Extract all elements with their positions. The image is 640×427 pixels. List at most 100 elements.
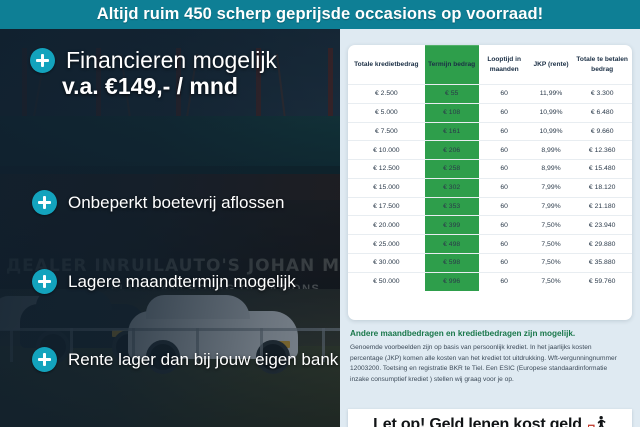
- cell-apr: 7,99%: [529, 196, 573, 216]
- table-row: € 7.500 € 161 60 10,99% € 9.660: [348, 121, 632, 141]
- cell-total-credit: € 25.000: [348, 234, 425, 254]
- table-row: € 12.500 € 258 60 8,99% € 15.480: [348, 159, 632, 179]
- top-banner: Altijd ruim 450 scherp geprijsde occasio…: [0, 0, 640, 29]
- cell-duration: 60: [478, 271, 530, 291]
- cell-duration: 60: [478, 234, 530, 254]
- table-row: € 30.000 € 598 60 7,50% € 35.880: [348, 252, 632, 273]
- cell-term-amount: € 161: [424, 121, 479, 141]
- table-body: € 2.500 € 55 60 11,99% € 3.300 € 5.000 € 108 60…: [348, 83, 632, 291]
- plus-circle-icon: [32, 190, 57, 215]
- cell-apr: 7,50%: [529, 252, 573, 273]
- note-body: Genoemde voorbeelden zijn op basis van p…: [350, 344, 617, 384]
- cell-duration: 60: [478, 177, 530, 198]
- benefit-sublabel-monthly-price: v.a. €149,- / mnd: [62, 73, 238, 99]
- table-row: € 20.000 € 399 60 7,50% € 23.940: [348, 215, 632, 235]
- cell-term-amount: € 302: [424, 177, 479, 198]
- credit-rates-table: Totale kredietbedrag Termijn bedrag Loop…: [348, 45, 632, 291]
- table-row: € 25.000 € 498 60 7,50% € 29.880: [348, 234, 632, 254]
- cell-total-payable: € 59.760: [572, 271, 632, 291]
- benefit-item-penalty-free-repayment: Onbeperkt boetevrij aflossen: [32, 190, 284, 215]
- cell-term-amount: € 55: [424, 83, 479, 104]
- cell-total-credit: € 50.000: [348, 271, 425, 291]
- cell-term-amount: € 598: [424, 252, 479, 273]
- benefit-item-lower-interest: Rente lager dan bij jouw eigen bank: [32, 347, 338, 372]
- cell-total-credit: € 15.000: [348, 177, 425, 198]
- cell-total-payable: € 29.880: [572, 234, 632, 254]
- table-row: € 17.500 € 353 60 7,99% € 21.180: [348, 196, 632, 216]
- column-header-total-credit: Totale kredietbedrag: [354, 60, 419, 68]
- cell-total-credit: € 10.000: [348, 140, 425, 160]
- plus-circle-icon: [30, 48, 55, 73]
- benefit-label: Lagere maandtermijn mogelijk: [68, 271, 296, 291]
- legal-warning-bar: Let op! Geld lenen kost geld: [348, 409, 632, 427]
- cell-term-amount: € 399: [424, 215, 479, 235]
- benefits-list: Financieren mogelijk v.a. €149,- / mnd O…: [0, 29, 350, 427]
- cell-apr: 8,99%: [529, 159, 573, 179]
- cell-total-credit: € 7.500: [348, 121, 425, 141]
- cell-duration: 60: [478, 83, 530, 104]
- cell-apr: 7,50%: [529, 215, 573, 235]
- cell-term-amount: € 108: [424, 102, 479, 122]
- plus-circle-icon: [32, 347, 57, 372]
- cell-total-credit: € 20.000: [348, 215, 425, 235]
- cell-total-payable: € 9.660: [572, 121, 632, 141]
- cell-duration: 60: [478, 102, 530, 122]
- cell-duration: 60: [478, 140, 530, 160]
- cell-total-payable: € 15.480: [572, 159, 632, 179]
- cell-total-payable: € 21.180: [572, 196, 632, 216]
- note-title: Andere maandbedragen en kredietbedragen …: [350, 329, 576, 338]
- benefit-label: Rente lager dan bij jouw eigen bank: [68, 349, 339, 369]
- cell-total-credit: € 12.500: [348, 159, 425, 179]
- cell-term-amount: € 353: [424, 196, 479, 216]
- dealership-background-photo: ДEALER INRUILAUTO'S JOHAN MEURE ALTIJD 4…: [0, 28, 350, 427]
- rates-table-card: Totale kredietbedrag Termijn bedrag Loop…: [348, 45, 632, 320]
- cell-apr: 7,50%: [529, 271, 573, 291]
- benefit-item-lower-monthly-term: Lagere maandtermijn mogelijk: [32, 269, 296, 294]
- cell-total-payable: € 35.880: [572, 252, 632, 273]
- cell-term-amount: € 498: [424, 234, 479, 254]
- column-header-apr: JKP (rente): [533, 60, 569, 68]
- table-row: € 50.000 € 996 60 7,50% € 59.760: [348, 271, 632, 291]
- cell-apr: 8,99%: [529, 140, 573, 160]
- cell-apr: 7,50%: [529, 234, 573, 254]
- cell-total-credit: € 30.000: [348, 252, 425, 273]
- cell-total-payable: € 12.360: [572, 140, 632, 160]
- cell-apr: 10,99%: [529, 121, 573, 141]
- photo-dark-overlay: [0, 28, 350, 427]
- benefit-label: Financieren mogelijk: [66, 47, 277, 73]
- cell-duration: 60: [478, 121, 530, 141]
- cell-apr: 10,99%: [529, 102, 573, 122]
- table-row: € 10.000 € 206 60 8,99% € 12.360: [348, 140, 632, 160]
- cell-term-amount: € 258: [424, 159, 479, 179]
- benefit-label: Onbeperkt boetevrij aflossen: [68, 192, 285, 212]
- cell-total-payable: € 23.940: [572, 215, 632, 235]
- table-row: € 2.500 € 55 60 11,99% € 3.300: [348, 83, 632, 104]
- table-header-row: Totale kredietbedrag Termijn bedrag Loop…: [348, 45, 632, 85]
- cell-total-payable: € 3.300: [572, 83, 632, 104]
- column-header-duration: Looptijd in maanden: [487, 55, 522, 73]
- table-row: € 5.000 € 108 60 10,99% € 6.480: [348, 102, 632, 122]
- running-man-warning-icon: [587, 415, 607, 427]
- cell-duration: 60: [478, 196, 530, 216]
- column-header-total-payable: Totale te betalen bedrag: [576, 55, 628, 73]
- cell-apr: 11,99%: [529, 83, 573, 104]
- cell-total-credit: € 5.000: [348, 102, 425, 122]
- legal-warning-text: Let op! Geld lenen kost geld: [373, 415, 582, 427]
- plus-circle-icon: [32, 269, 57, 294]
- cell-duration: 60: [478, 215, 530, 235]
- cell-total-credit: € 17.500: [348, 196, 425, 216]
- top-banner-text: Altijd ruim 450 scherp geprijsde occasio…: [96, 5, 544, 23]
- cell-term-amount: € 996: [424, 271, 479, 291]
- cell-total-payable: € 6.480: [572, 102, 632, 122]
- benefit-item-financing: Financieren mogelijk: [30, 47, 277, 74]
- credit-info-panel: Totale kredietbedrag Termijn bedrag Loop…: [340, 29, 640, 427]
- cell-term-amount: € 206: [424, 140, 479, 160]
- cell-total-payable: € 18.120: [572, 177, 632, 198]
- cell-duration: 60: [478, 159, 530, 179]
- cell-apr: 7,99%: [529, 177, 573, 198]
- table-row: € 15.000 € 302 60 7,99% € 18.120: [348, 177, 632, 198]
- cell-total-credit: € 2.500: [348, 83, 425, 104]
- cell-duration: 60: [478, 252, 530, 273]
- column-header-term-amount: Termijn bedrag: [424, 45, 479, 85]
